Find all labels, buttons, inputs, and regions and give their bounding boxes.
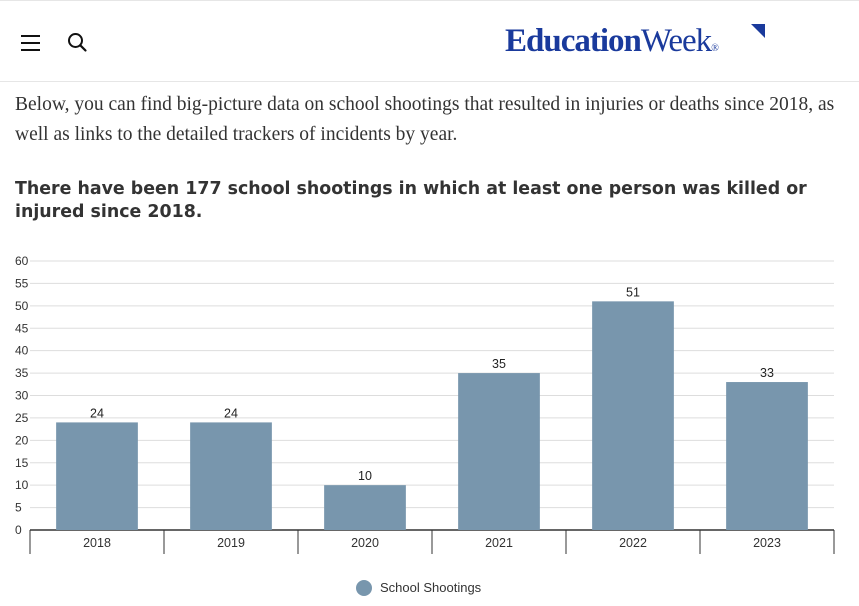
data-label-2019: 24	[224, 406, 238, 420]
x-tick-label-2018: 2018	[83, 536, 111, 550]
bar-2022	[592, 301, 674, 530]
bar-chart: 0 5 10 15 20 25 30 35 40 45 50 55 60 24 2018 24 2019 10 20…	[15, 254, 835, 554]
bar-2021	[458, 373, 540, 530]
legend-swatch-school-shootings	[356, 579, 372, 596]
hamburger-menu-icon[interactable]	[20, 32, 42, 52]
site-header: EducationWeek®	[0, 0, 859, 82]
x-tick-label-2021: 2021	[485, 536, 513, 550]
y-tick-label-50: 50	[15, 299, 29, 313]
data-label-2023: 33	[760, 366, 774, 380]
x-tick-label-2020: 2020	[351, 536, 379, 550]
search-icon[interactable]	[66, 31, 88, 53]
bar-2023	[726, 382, 808, 530]
data-label-2020: 10	[358, 469, 372, 483]
y-tick-label-60: 60	[15, 254, 29, 268]
logo-bold-text: Education	[505, 23, 642, 59]
chart-title: There have been 177 school shootings in …	[15, 179, 807, 222]
y-tick-label-55: 55	[15, 276, 29, 290]
y-tick-label-25: 25	[15, 411, 29, 425]
y-tick-label-35: 35	[15, 366, 29, 380]
bar-2018	[56, 422, 138, 530]
logo-flag-icon	[751, 24, 765, 38]
y-tick-label-30: 30	[15, 389, 29, 403]
y-tick-label-45: 45	[15, 321, 29, 335]
legend-label-school-shootings: School Shootings	[380, 580, 482, 596]
y-tick-label-15: 15	[15, 456, 29, 470]
y-tick-label-0: 0	[15, 523, 22, 537]
x-tick-label-2019: 2019	[217, 536, 245, 550]
y-tick-label-20: 20	[15, 433, 29, 447]
y-tick-label-10: 10	[15, 478, 29, 492]
chart-legend[interactable]: School Shootings	[356, 579, 481, 597]
data-label-2018: 24	[90, 406, 104, 420]
y-tick-label-40: 40	[15, 344, 29, 358]
education-week-logo[interactable]: EducationWeek®	[505, 23, 719, 63]
bar-2020	[324, 485, 406, 530]
x-tick-label-2023: 2023	[753, 536, 781, 550]
bar-2019	[190, 422, 272, 530]
x-tick-label-2022: 2022	[619, 536, 647, 550]
logo-registered-mark: ®	[711, 43, 719, 54]
logo-regular-text: Week	[640, 23, 712, 59]
intro-paragraph: Below, you can find big-picture data on …	[15, 94, 835, 145]
data-label-2021: 35	[492, 357, 506, 371]
y-tick-label-5: 5	[15, 501, 22, 515]
data-label-2022: 51	[626, 285, 640, 299]
